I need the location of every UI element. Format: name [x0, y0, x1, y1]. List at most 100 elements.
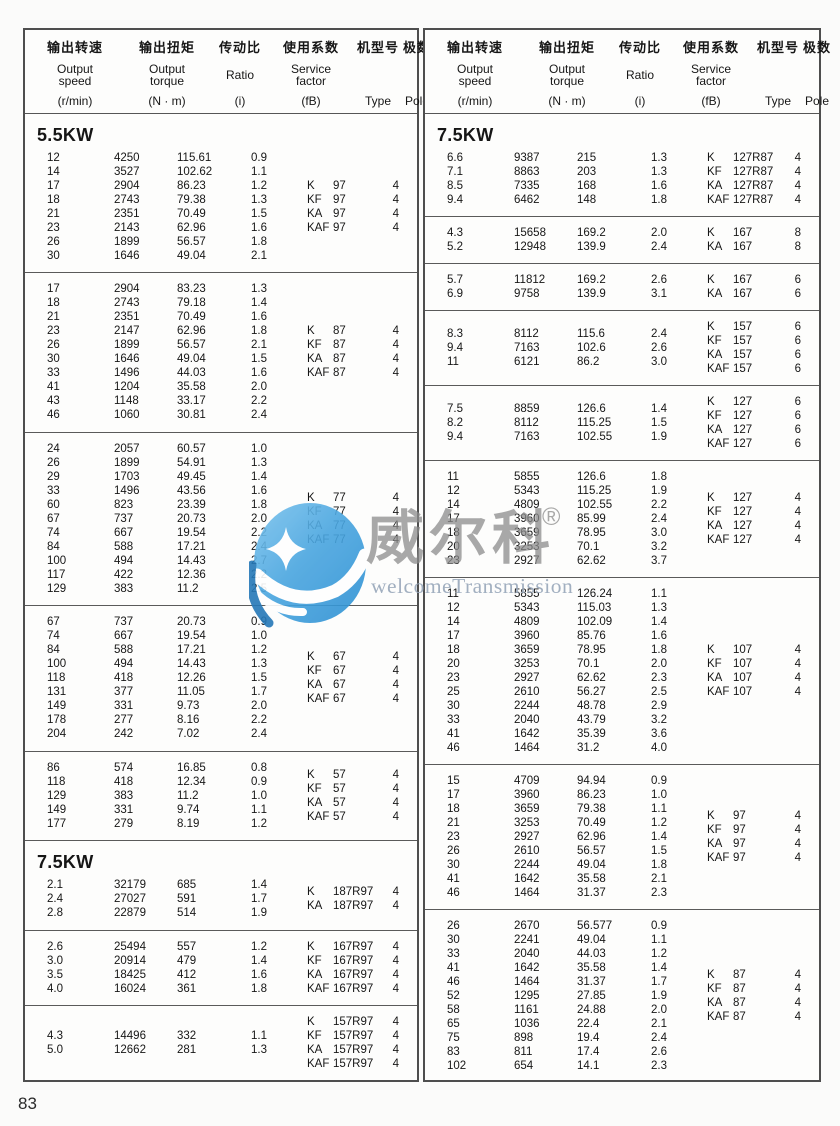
- table-row: 17 3960 85.76 1.6: [425, 629, 707, 643]
- service-factor-value: 0.9: [251, 775, 267, 788]
- output-speed-value: 20: [447, 541, 460, 553]
- output-speed-value: 12: [447, 602, 460, 614]
- ratio-value: 102.55: [577, 431, 613, 443]
- type-row: KAF 87 4: [707, 1010, 819, 1024]
- output-torque-value: 667: [114, 630, 134, 643]
- ratio-value: 49.04: [177, 250, 206, 262]
- output-torque-value: 2241: [514, 934, 540, 946]
- table-row: 58 1161 24.88 2.0: [425, 1003, 707, 1017]
- ratio-value: 102.62: [177, 166, 213, 178]
- output-torque-value: 494: [114, 658, 134, 671]
- type-prefix: K: [307, 325, 315, 338]
- pole-value: 4: [794, 152, 801, 164]
- table-row: 83 811 17.4 2.6: [425, 1045, 707, 1059]
- table-row: 26 1899 56.57 1.8: [25, 235, 307, 249]
- table-section: 4.3 14496 332 1.1 5.0 12662 281 1.3 K 157R97 4 KF 15…: [25, 1004, 417, 1080]
- ratio-value: 17.21: [177, 540, 206, 553]
- ratio-value: 332: [177, 1029, 197, 1042]
- table-section: 17 2904 83.23 1.3 18 2743 79.18 1.4 21 2351 70.49 1…: [25, 272, 417, 431]
- table-row: 5.0 12662 281 1.3: [25, 1043, 307, 1057]
- service-factor-value: 1.5: [651, 417, 667, 429]
- ratio-value: 56.57: [177, 339, 206, 352]
- output-speed-value: 26: [447, 920, 460, 932]
- type-size: 127: [733, 410, 753, 422]
- output-speed-value: 204: [47, 728, 67, 741]
- output-torque-value: 14496: [114, 1029, 146, 1042]
- service-factor-value: 2.0: [251, 512, 267, 525]
- output-torque-value: 1899: [114, 456, 140, 469]
- output-speed-value: 118: [47, 775, 66, 788]
- type-size: 167: [733, 288, 753, 300]
- output-torque-value: 2610: [514, 686, 540, 698]
- header-column: 使用系数 Service factor (fB): [269, 37, 353, 108]
- ratio-value: 169.2: [577, 227, 606, 239]
- type-prefix: K: [707, 492, 715, 504]
- output-torque-value: 7163: [514, 342, 540, 354]
- output-speed-value: 7.5: [447, 403, 463, 415]
- output-torque-value: 737: [114, 512, 134, 525]
- output-torque-value: 20914: [114, 954, 146, 967]
- service-factor-value: 2.3: [651, 887, 667, 899]
- output-torque-value: 11812: [514, 274, 546, 286]
- output-torque-value: 2927: [514, 555, 540, 567]
- type-size: 87: [733, 969, 746, 981]
- output-speed-value: 43: [47, 395, 60, 408]
- table-row: 23 2927 62.62 3.7: [425, 554, 707, 568]
- type-prefix: KAF: [307, 693, 330, 706]
- ratio-value: 43.79: [577, 714, 606, 726]
- output-torque-value: 737: [114, 616, 134, 629]
- data-rows: 15 4709 94.94 0.9 17 3960 86.23 1.0 18 3659 79.38 1…: [425, 774, 707, 900]
- output-torque-value: 1161: [514, 1004, 539, 1016]
- output-torque-value: 1703: [114, 470, 140, 483]
- pole-value: 4: [794, 644, 801, 656]
- header-label-zh: 传动比: [218, 40, 261, 55]
- type-list: K 87 4 KF 87 4 KA 87 4 KAF 87 4: [307, 324, 417, 380]
- type-row: KF 127 4: [707, 505, 819, 519]
- type-prefix: KA: [307, 208, 323, 220]
- data-rows: 86 574 16.85 0.8 118 418 12.34 0.9 129 383 11.2 1.0…: [25, 761, 307, 831]
- type-prefix: KA: [707, 349, 723, 361]
- output-torque-value: 1496: [114, 484, 140, 497]
- type-row: KA 157R97 4: [307, 1043, 417, 1057]
- service-factor-value: 2.5: [651, 686, 667, 698]
- service-factor-value: 1.2: [251, 817, 267, 830]
- output-torque-value: 588: [114, 644, 134, 657]
- type-row: K 87 4: [707, 968, 819, 982]
- ratio-value: 361: [177, 982, 197, 995]
- table-section: 15 4709 94.94 0.9 17 3960 86.23 1.0 18 3659 79.38 1…: [425, 764, 819, 909]
- service-factor-value: 2.5: [251, 582, 267, 595]
- output-speed-value: 23: [447, 555, 460, 567]
- output-speed-value: 41: [447, 962, 460, 974]
- ratio-value: 591: [177, 893, 197, 906]
- output-torque-value: 574: [114, 761, 134, 774]
- type-row: K 127 6: [707, 395, 819, 409]
- table-row: 67 737 20.73 0.9: [25, 615, 307, 629]
- service-factor-value: 2.0: [251, 700, 267, 713]
- ratio-value: 49.04: [577, 934, 606, 946]
- header-label-en-line: Service: [690, 61, 731, 76]
- ratio-value: 14.43: [177, 554, 206, 567]
- service-factor-value: 1.5: [251, 672, 267, 685]
- pole-value: 8: [794, 241, 801, 253]
- table-row: 46 1464 31.37 2.3: [425, 886, 707, 900]
- type-prefix: KA: [307, 353, 323, 366]
- output-torque-value: 3659: [514, 527, 540, 539]
- pole-value: 4: [392, 505, 399, 518]
- output-speed-value: 20: [447, 658, 460, 670]
- ratio-value: 35.58: [577, 962, 606, 974]
- output-torque-value: 5855: [514, 588, 540, 600]
- service-factor-value: 1.8: [651, 194, 667, 206]
- service-factor-value: 1.3: [651, 166, 667, 178]
- service-factor-value: 1.1: [251, 166, 267, 178]
- service-factor-value: 2.4: [251, 728, 267, 741]
- service-factor-value: 2.0: [651, 227, 667, 239]
- service-factor-value: 1.4: [651, 962, 667, 974]
- ratio-value: 11.2: [177, 582, 199, 595]
- service-factor-value: 3.7: [651, 555, 667, 567]
- output-speed-value: 65: [447, 1018, 460, 1030]
- table-row: 129 383 11.2 2.5: [25, 582, 307, 596]
- type-prefix: KA: [707, 180, 723, 192]
- type-size: 167R97: [333, 982, 374, 995]
- ratio-value: 685: [177, 879, 197, 892]
- type-list: K 167 8 KA 167 8: [707, 226, 819, 254]
